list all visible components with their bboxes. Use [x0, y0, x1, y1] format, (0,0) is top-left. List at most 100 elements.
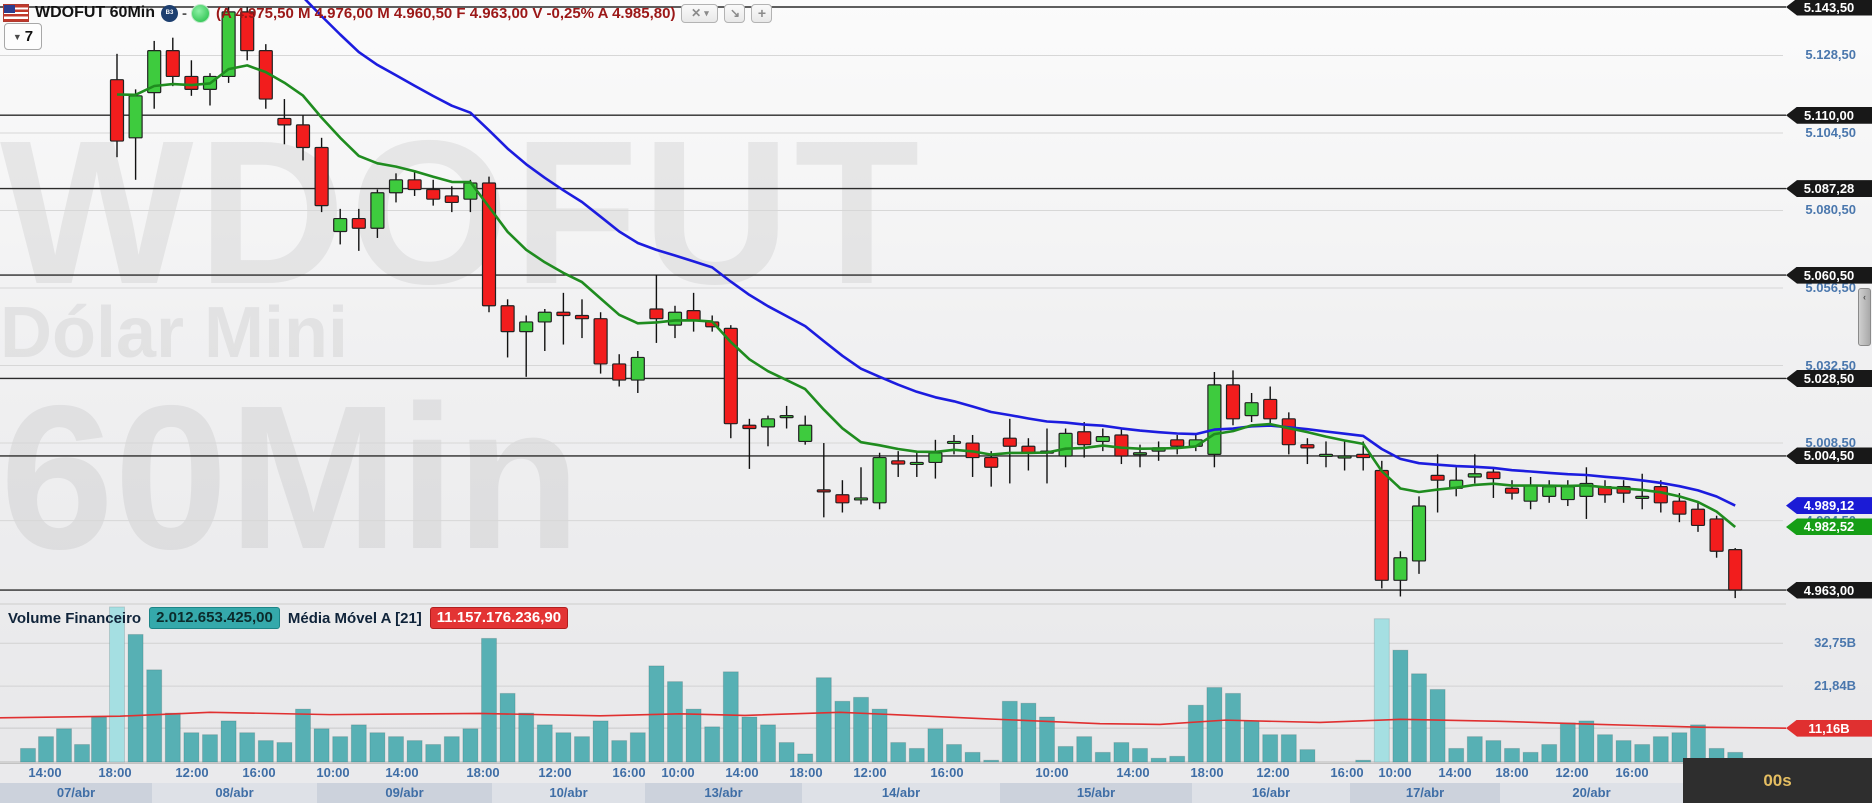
- axis-price-label: 5.008,50: [1805, 435, 1856, 451]
- time-hour-label: 16:00: [1330, 765, 1364, 780]
- candle-body: [630, 356, 645, 381]
- candle-body: [1095, 435, 1110, 443]
- candle-body: [1132, 452, 1148, 456]
- volume-axis-label: 32,75B: [1814, 635, 1856, 651]
- add-indicator-button[interactable]: +: [751, 3, 773, 23]
- volume-bar: [1113, 742, 1130, 763]
- candle-body: [1690, 508, 1706, 527]
- date-label: 07/abr: [56, 785, 96, 800]
- candles: [109, 7, 1743, 599]
- candle-body: [1244, 402, 1259, 417]
- candle-body: [1300, 444, 1315, 449]
- time-hour-label: 10:00: [661, 765, 695, 780]
- candle-countdown-box: 00s: [1683, 758, 1872, 803]
- volume-bar: [220, 720, 237, 763]
- volume-bar: [202, 734, 218, 763]
- volume-bar: [127, 633, 144, 763]
- time-hour-label: 18:00: [1495, 765, 1529, 780]
- indicator-count-dropdown[interactable]: ▼ 7: [4, 23, 42, 50]
- candle-body: [184, 75, 199, 90]
- volume-bar: [1225, 692, 1241, 763]
- candle-body: [649, 308, 664, 320]
- candle-body: [909, 461, 924, 466]
- ohlc-summary: (A 4.975,50 M 4.976,00 M 4.960,50 F 4.96…: [216, 4, 676, 22]
- price-tag-black: 5.004,50: [1786, 447, 1872, 465]
- volume-bar: [109, 606, 125, 763]
- volume-bar: [629, 732, 646, 763]
- drawing-tools-button[interactable]: ✕ ▾: [681, 3, 719, 23]
- date-row: 07/abr 08/abr 09/abr 10/abr 13/abr 14/abr 15/a…: [0, 782, 1872, 803]
- volume-bar: [1243, 720, 1260, 763]
- candle-body: [295, 124, 311, 149]
- collapse-indicator-icon[interactable]: -: [182, 4, 187, 22]
- volume-bar: [481, 637, 497, 763]
- volume-bar: [574, 736, 590, 763]
- volume-bar: [1299, 749, 1316, 763]
- time-hour-label: 10:00: [1035, 765, 1069, 780]
- candle-body: [519, 321, 534, 333]
- candle-body: [686, 310, 701, 321]
- volume-bar: [704, 726, 721, 763]
- candle-body: [537, 311, 552, 323]
- volume-bar: [1671, 732, 1688, 763]
- date-cell: 17/abr: [1350, 783, 1500, 803]
- date-cell: 07/abr: [0, 783, 152, 803]
- volume-ma-tag: 11,16B: [1786, 719, 1872, 737]
- time-hour-label: 12:00: [538, 765, 572, 780]
- candle-body: [240, 11, 255, 52]
- time-hour-label: 18:00: [98, 765, 132, 780]
- volume-bar: [1652, 736, 1669, 763]
- volume-bar: [1020, 702, 1037, 763]
- candle-body: [1077, 431, 1092, 446]
- candle-body: [407, 179, 422, 191]
- volume-bar: [1150, 757, 1167, 763]
- volume-bar: [1485, 740, 1502, 763]
- hour-row: 14:00 18:00 12:00 16:00 10:00 14:00 18:00 12:00…: [0, 763, 1872, 783]
- volume-bar: [406, 740, 423, 763]
- time-hour-label: 14:00: [385, 765, 419, 780]
- axis-scrollbar-thumb[interactable]: ‹: [1858, 288, 1871, 346]
- candle-body: [1672, 500, 1687, 515]
- candle-body: [1356, 453, 1371, 459]
- candle-body: [816, 489, 831, 493]
- volume-bar: [38, 736, 54, 763]
- volume-bar: [1001, 700, 1018, 763]
- volume-bar: [1187, 704, 1204, 763]
- candle-body: [928, 452, 943, 464]
- price-tag-green: 4.982,52: [1786, 518, 1872, 536]
- volume-bar: [1392, 649, 1409, 763]
- volume-value-badge: 2.012.653.425,00: [149, 607, 280, 629]
- volume-bars: [20, 606, 1744, 763]
- time-hour-label: 16:00: [242, 765, 276, 780]
- volume-ma-label: Média Móvel A [21]: [287, 609, 422, 627]
- candle-body: [779, 414, 794, 419]
- volume-bar: [164, 712, 181, 763]
- candle-body: [1486, 471, 1501, 480]
- volume-bar: [56, 728, 72, 763]
- volume-bar: [332, 736, 349, 763]
- volume-bar: [313, 728, 330, 763]
- candle-body: [835, 494, 850, 504]
- time-hour-label: 12:00: [1256, 765, 1290, 780]
- volume-bar: [964, 751, 981, 763]
- price-tag-black: 5.060,50: [1786, 266, 1872, 284]
- volume-bar: [1262, 734, 1279, 763]
- volume-bar: [443, 736, 460, 763]
- volume-bar: [183, 732, 200, 763]
- candle-body: [221, 11, 236, 78]
- date-label: 10/abr: [549, 785, 588, 800]
- candle-body: [1411, 505, 1427, 562]
- candle-body: [426, 188, 441, 200]
- volume-bar: [1578, 720, 1595, 763]
- volume-bar: [1597, 734, 1613, 763]
- candle-body: [1653, 486, 1668, 504]
- ma-fast-line: [116, 64, 1737, 529]
- axis-price-label: 5.128,50: [1805, 47, 1856, 63]
- candle-body: [1374, 469, 1389, 581]
- volume-bar: [611, 740, 628, 763]
- jump-to-end-button[interactable]: ↘: [724, 3, 746, 23]
- volume-bar: [1559, 722, 1576, 763]
- volume-ma-value-badge: 11.157.176.236,90: [429, 607, 569, 629]
